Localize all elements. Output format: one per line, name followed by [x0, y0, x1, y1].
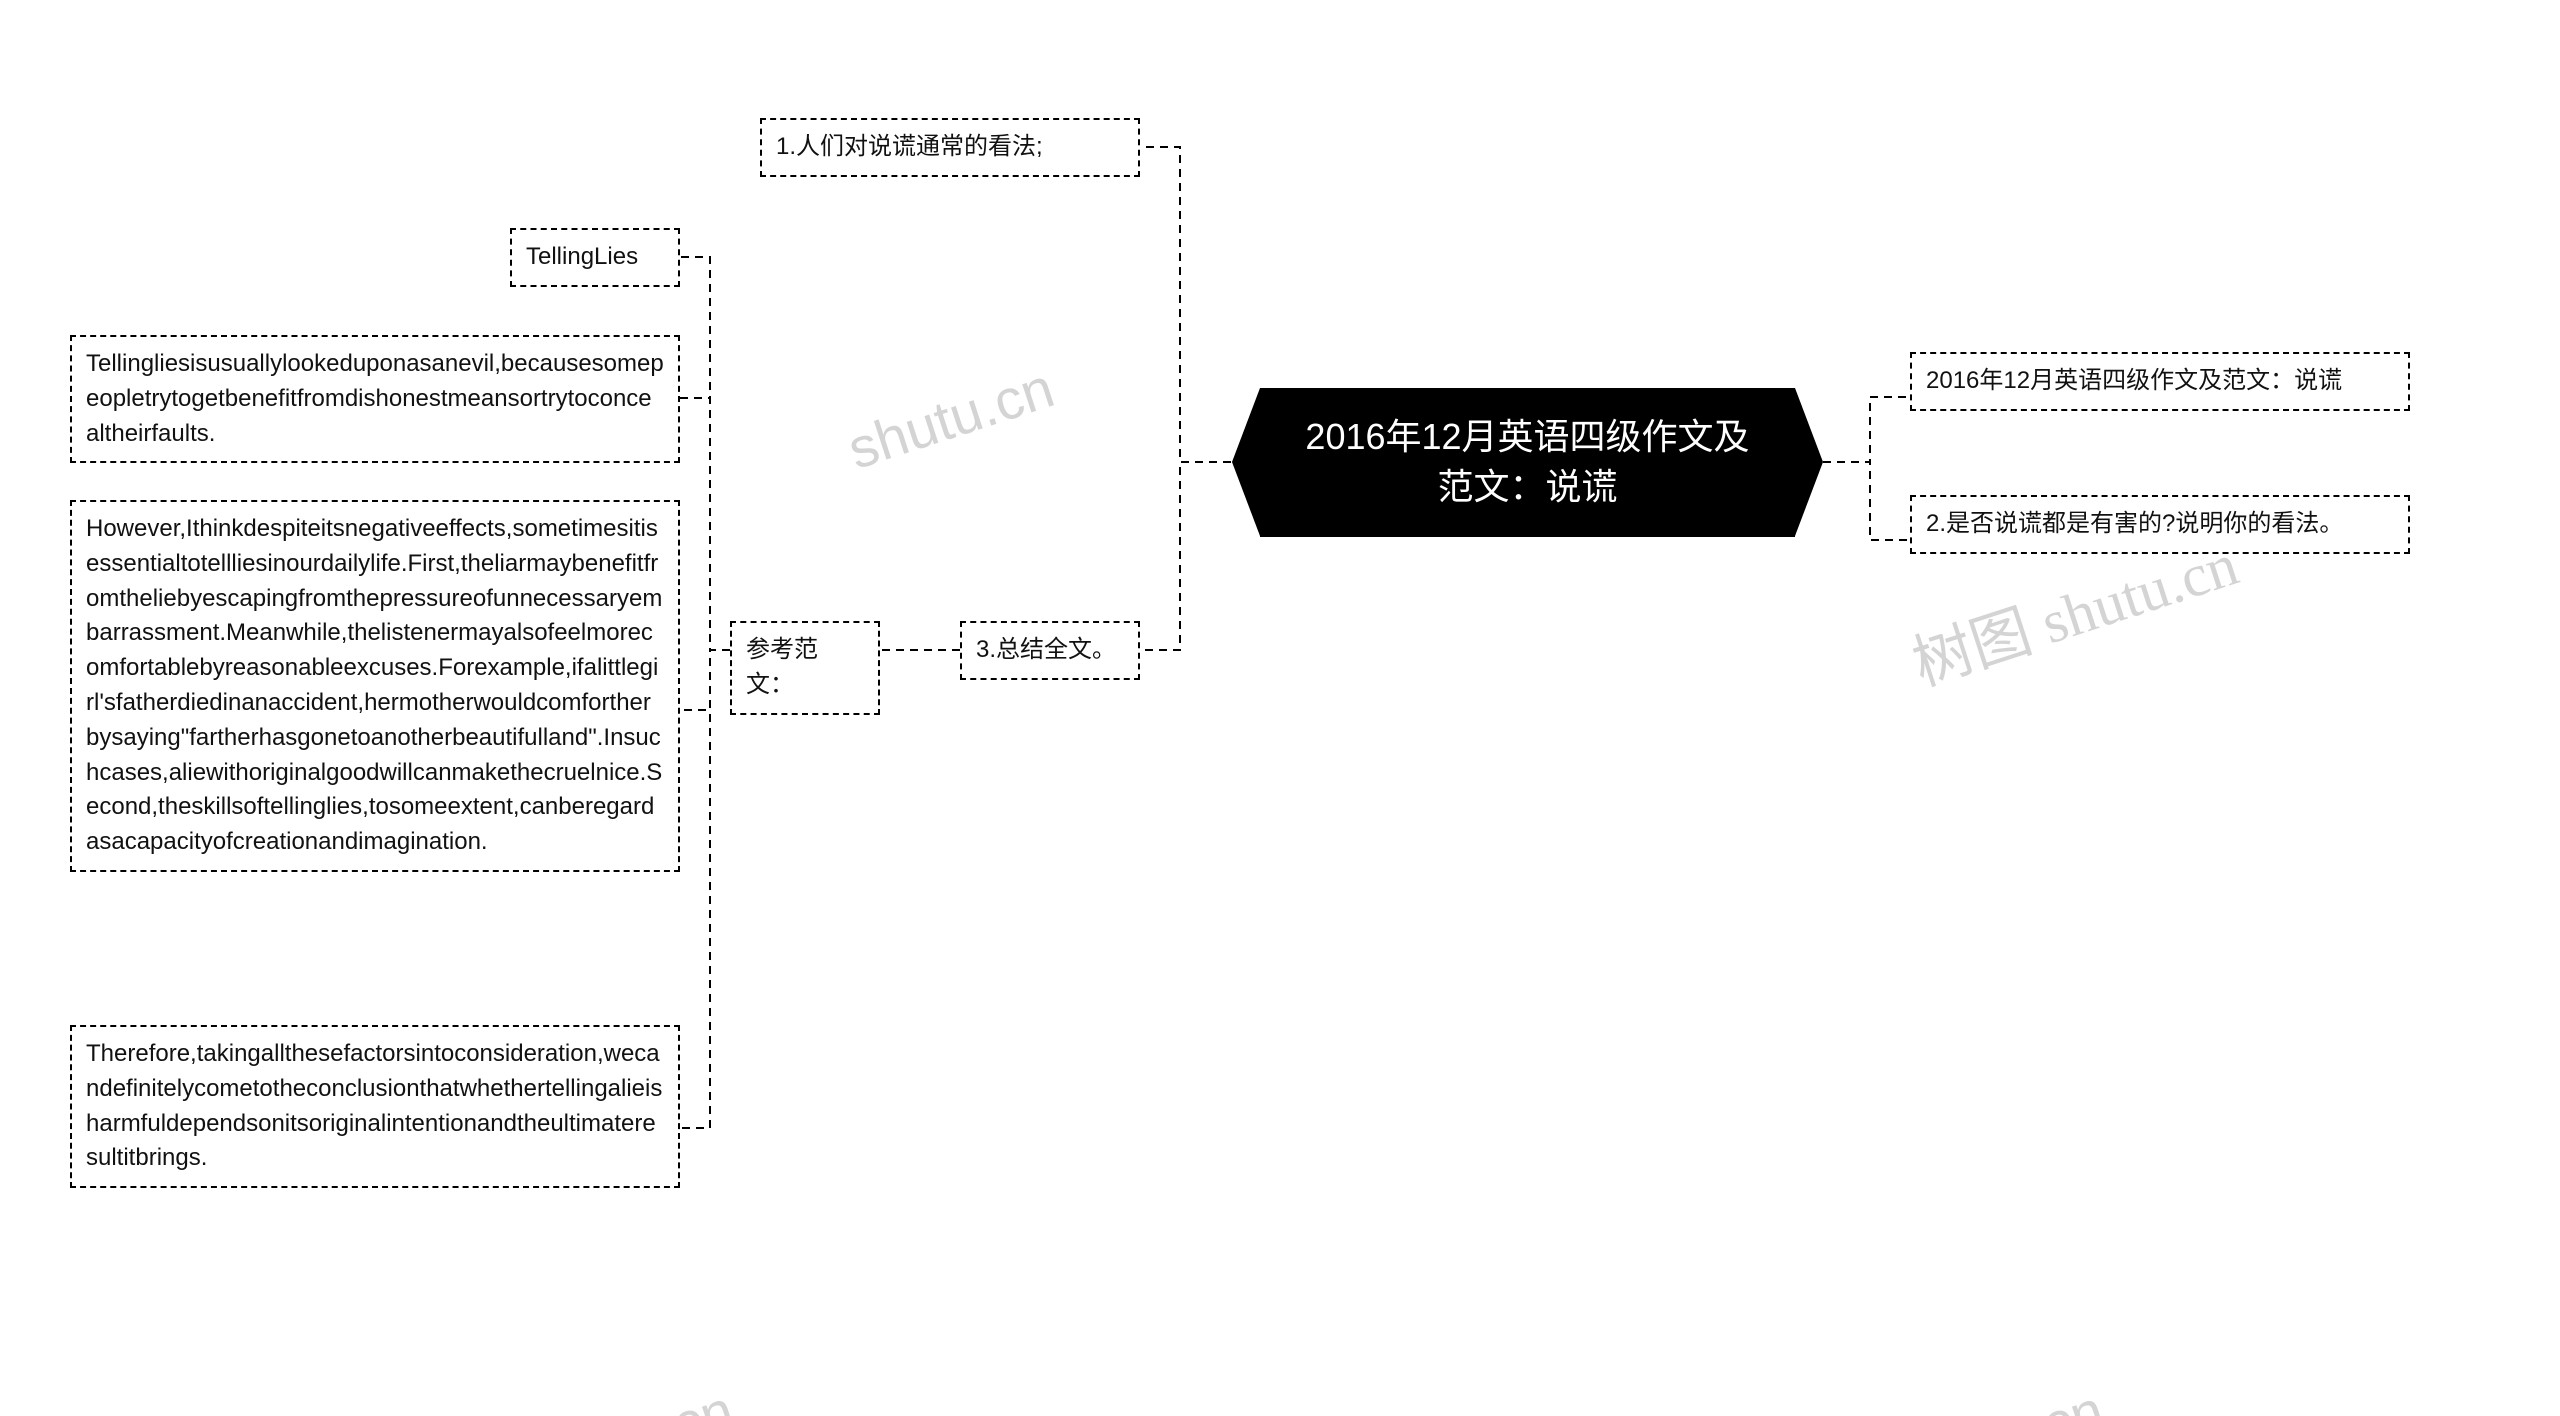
root-node[interactable]: 2016年12月英语四级作文及范文：说谎 [1260, 388, 1795, 537]
edge-root-r1 [1823, 397, 1910, 462]
edge-root-r2 [1823, 462, 1910, 540]
node-l5[interactable]: Tellingliesisusuallylookeduponasanevil,b… [70, 335, 680, 463]
node-l6-label: However,Ithinkdespiteitsnegativeeffects,… [86, 515, 662, 855]
node-r2-label: 2.是否说谎都是有害的?说明你的看法。 [1926, 510, 2343, 537]
watermark-3: .cn [650, 1377, 741, 1416]
node-l7[interactable]: Therefore,takingallthesefactorsintoconsi… [70, 1025, 680, 1188]
node-l2[interactable]: 3.总结全文。 [960, 621, 1140, 680]
node-r1-label: 2016年12月英语四级作文及范文：说谎 [1926, 367, 2342, 394]
root-label: 2016年12月英语四级作文及范文：说谎 [1305, 416, 1749, 507]
mindmap-canvas: shutu.cn 树图 shutu.cn .cn .cn 2016年12月英语四… [0, 0, 2560, 1416]
node-r2[interactable]: 2.是否说谎都是有害的?说明你的看法。 [1910, 495, 2410, 554]
node-l4-label: TellingLies [526, 243, 638, 270]
watermark-1: shutu.cn [840, 355, 1061, 482]
node-r1[interactable]: 2016年12月英语四级作文及范文：说谎 [1910, 352, 2410, 411]
node-l3-label: 参考范文： [746, 636, 818, 698]
node-l5-label: Tellingliesisusuallylookeduponasanevil,b… [86, 350, 664, 447]
node-l1-label: 1.人们对说谎通常的看法; [776, 133, 1043, 160]
edge-l3-l6 [680, 650, 730, 710]
edge-root-l1 [1140, 147, 1231, 462]
node-l1[interactable]: 1.人们对说谎通常的看法; [760, 118, 1140, 177]
node-l3[interactable]: 参考范文： [730, 621, 880, 715]
watermark-4: .cn [2020, 1377, 2111, 1416]
edge-l3-l4 [680, 257, 730, 650]
edge-l3-l7 [680, 650, 730, 1128]
node-l2-label: 3.总结全文。 [976, 636, 1116, 663]
node-l4[interactable]: TellingLies [510, 228, 680, 287]
edge-root-l2 [1140, 462, 1231, 650]
edge-l3-l5 [680, 398, 730, 650]
node-l7-label: Therefore,takingallthesefactorsintoconsi… [86, 1040, 662, 1171]
node-l6[interactable]: However,Ithinkdespiteitsnegativeeffects,… [70, 500, 680, 872]
